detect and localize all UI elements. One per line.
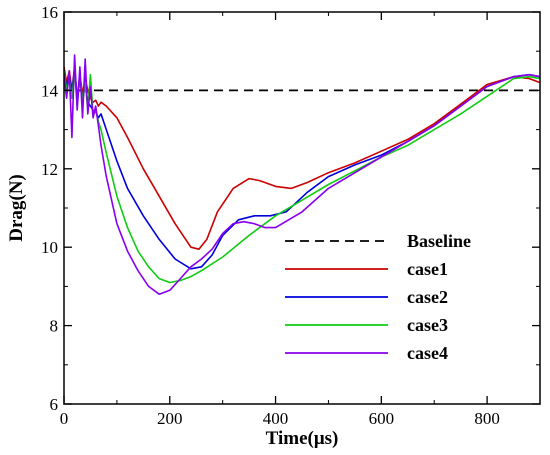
x-tick-label: 0 [60, 409, 69, 428]
y-axis: 6 8 10 12 14 16 [41, 3, 540, 414]
legend-label-case2: case2 [407, 287, 448, 307]
legend-label-case3: case3 [407, 315, 448, 335]
legend: Baseline case1 case2 case3 case4 [285, 231, 471, 363]
x-axis: 0 200 400 600 800 [60, 12, 500, 428]
y-tick-label: 6 [50, 395, 59, 414]
x-tick-label: 800 [474, 409, 500, 428]
x-tick-label: 200 [157, 409, 183, 428]
x-axis-label: Time(μs) [266, 428, 339, 449]
plot-lines [64, 54, 540, 295]
y-tick-label: 10 [41, 238, 58, 257]
y-tick-label: 12 [41, 160, 58, 179]
y-tick-label: 8 [50, 317, 59, 336]
legend-label-baseline: Baseline [407, 231, 471, 251]
series-line-case4 [64, 54, 540, 295]
legend-label-case1: case1 [407, 259, 448, 279]
x-tick-label: 600 [369, 409, 395, 428]
legend-label-case4: case4 [407, 343, 448, 363]
y-tick-label: 16 [41, 3, 58, 22]
x-tick-label: 400 [263, 409, 289, 428]
y-axis-label: Drag(N) [6, 174, 27, 242]
y-tick-label: 14 [41, 81, 59, 100]
